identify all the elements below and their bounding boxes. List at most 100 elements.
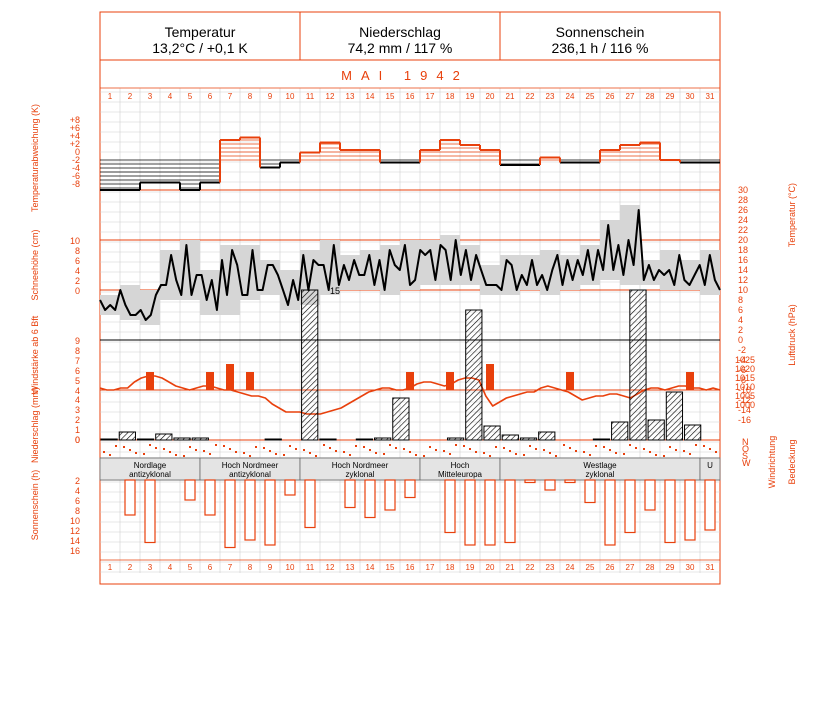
day-label: 24: [566, 92, 575, 101]
sunshine-bar: [184, 479, 196, 501]
sunshine-bar: [584, 479, 596, 504]
precipitation-bar: [319, 438, 337, 441]
deviation-tick: -2: [72, 155, 80, 165]
day-label: 3: [148, 563, 153, 572]
wind-direction-dot: [449, 453, 451, 455]
wind-direction-dot: [369, 449, 371, 451]
wind-bar: [246, 372, 254, 390]
wind-direction-dot: [595, 445, 597, 447]
wind-bar: [486, 364, 494, 390]
sunshine-bar: [444, 479, 456, 534]
sunshine-bar: [644, 479, 656, 511]
temperature-tick: 6: [738, 305, 743, 315]
weather-type-label: U: [707, 461, 713, 470]
wind-tick: 5: [75, 376, 80, 386]
sunshine-bar: [344, 479, 356, 509]
precipitation-bar: [538, 431, 556, 441]
precipitation-bar: [191, 437, 209, 441]
day-label: 18: [446, 563, 455, 572]
precipitation-bar: [519, 437, 538, 441]
sunshine-bar: [624, 479, 636, 534]
sunshine-tick: 6: [75, 496, 80, 506]
wind-direction-dot: [675, 449, 677, 451]
wind-direction-dot: [103, 451, 105, 453]
wind-direction-dot: [295, 448, 297, 450]
day-label: 19: [466, 563, 475, 572]
day-label: 13: [346, 92, 355, 101]
temperature-tick: 26: [738, 205, 748, 215]
wind-direction-dot: [229, 448, 231, 450]
month-title: MAI 1942: [341, 68, 469, 83]
precipitation-bar: [684, 424, 702, 441]
day-label: 20: [486, 563, 495, 572]
pressure-tick: 1000: [735, 400, 755, 410]
sunshine-bar: [604, 479, 616, 546]
pressure-tick: 1005: [735, 391, 755, 401]
day-label: 23: [546, 92, 555, 101]
wind-direction-dot: [455, 444, 457, 446]
day-label: 15: [386, 563, 395, 572]
deviation-tick: -6: [72, 171, 80, 181]
wind-direction-dot: [155, 447, 157, 449]
wind-direction-dot: [563, 444, 565, 446]
wind-bar: [446, 372, 454, 390]
sunshine-title: Sonnenschein: [556, 24, 645, 40]
wind-direction-dot: [483, 452, 485, 454]
precipitation-bar: [100, 438, 118, 441]
temperature-title: Temperatur: [165, 24, 236, 40]
weather-type-label: antizyklonal: [229, 470, 271, 479]
temperature-tick: 22: [738, 225, 748, 235]
sunshine-bar: [304, 479, 316, 529]
wind-direction-dot: [243, 452, 245, 454]
wind-direction-dot: [703, 445, 705, 447]
wind-tick: 4: [75, 386, 80, 396]
wind-direction-dot: [223, 445, 225, 447]
sunshine-tick: 14: [70, 536, 80, 546]
wind-direction-axis-title: Windrichtung: [767, 436, 777, 489]
temperature-tick: -12: [738, 395, 751, 405]
wind-direction-dot: [409, 451, 411, 453]
wind-tick: 6: [75, 366, 80, 376]
wind-direction-dot: [323, 444, 325, 446]
weather-type-label: Westlage: [583, 461, 617, 470]
sunshine-panel: [124, 479, 716, 549]
day-label: 6: [208, 563, 213, 572]
sunshine-tick: 2: [75, 476, 80, 486]
day-label: 12: [326, 92, 335, 101]
wind-direction-tick: W: [742, 458, 751, 468]
day-label: 21: [506, 92, 515, 101]
day-label: 10: [286, 563, 295, 572]
wind-direction-dot: [123, 446, 125, 448]
wind-direction-dot: [115, 445, 117, 447]
temperature-tick: 24: [738, 215, 748, 225]
precipitation-panel: 15: [100, 286, 717, 457]
wind-direction-dot: [523, 454, 525, 456]
day-label: 20: [486, 92, 495, 101]
day-label: 8: [248, 563, 253, 572]
precipitation-tick: 1: [75, 425, 80, 435]
day-label: 15: [386, 92, 395, 101]
sunshine-bar: [524, 479, 536, 484]
day-label: 28: [646, 563, 655, 572]
temperature-value: 13,2°C / +0,1 K: [152, 40, 248, 56]
wind-direction-dot: [149, 444, 151, 446]
sunshine-bar: [364, 479, 376, 519]
precipitation-bar: [446, 437, 465, 441]
precipitation-bar: [465, 309, 483, 441]
wind-tick: 7: [75, 356, 80, 366]
day-label: 4: [168, 563, 173, 572]
wind-direction-dot: [503, 447, 505, 449]
wind-bar: [406, 372, 414, 390]
temperature-range-shade: [480, 265, 500, 295]
pressure-tick: 1025: [735, 355, 755, 365]
wind-direction-dot: [195, 449, 197, 451]
wind-direction-dot: [629, 444, 631, 446]
precipitation-bar: [483, 425, 501, 441]
snow-depth-tick: 4: [75, 266, 80, 276]
precipitation-tick: 2: [75, 415, 80, 425]
temperature-range-shade: [120, 285, 140, 320]
day-label: 26: [606, 92, 615, 101]
cloud-cover-axis-title: Bedeckung: [787, 439, 797, 484]
sunshine-bar: [264, 479, 276, 546]
